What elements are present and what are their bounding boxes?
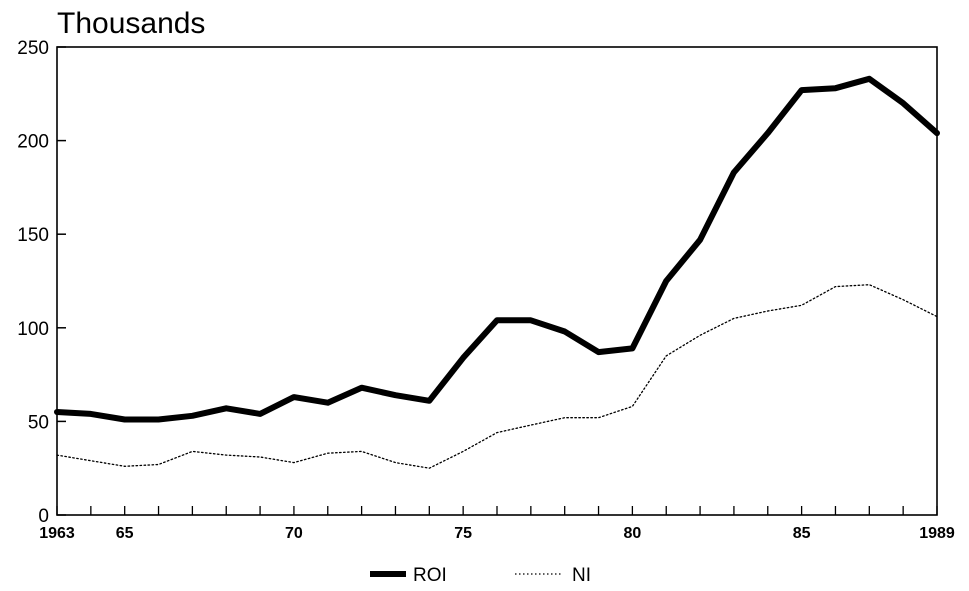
x-tick-label: 75 <box>454 525 472 542</box>
plot-frame <box>56 46 938 516</box>
x-axis-ticks: 1963 65 70 75 80 85 1989 <box>39 506 955 542</box>
y-tick-label: 150 <box>17 225 49 246</box>
x-tick-label: 1963 <box>39 525 75 542</box>
y-tick-label: 100 <box>17 319 49 340</box>
legend-label-roi: ROI <box>413 565 447 586</box>
legend: ROI NI <box>370 565 591 586</box>
y-axis-ticks: 0 50 100 150 200 250 <box>17 38 66 527</box>
x-tick-label: 85 <box>793 525 811 542</box>
x-tick-label: 65 <box>116 525 134 542</box>
y-axis-title: Thousands <box>57 7 205 40</box>
x-tick-label: 1989 <box>919 525 955 542</box>
y-tick-label: 50 <box>28 412 49 433</box>
series-line-roi <box>54 75 940 423</box>
y-tick-label: 200 <box>17 132 49 153</box>
series-layer <box>54 75 940 469</box>
y-tick-label: 250 <box>17 38 49 59</box>
series-line-ni <box>56 284 938 469</box>
legend-label-ni: NI <box>572 565 591 586</box>
x-tick-label: 70 <box>285 525 303 542</box>
y-tick-label: 0 <box>38 506 49 527</box>
x-tick-label: 80 <box>623 525 641 542</box>
